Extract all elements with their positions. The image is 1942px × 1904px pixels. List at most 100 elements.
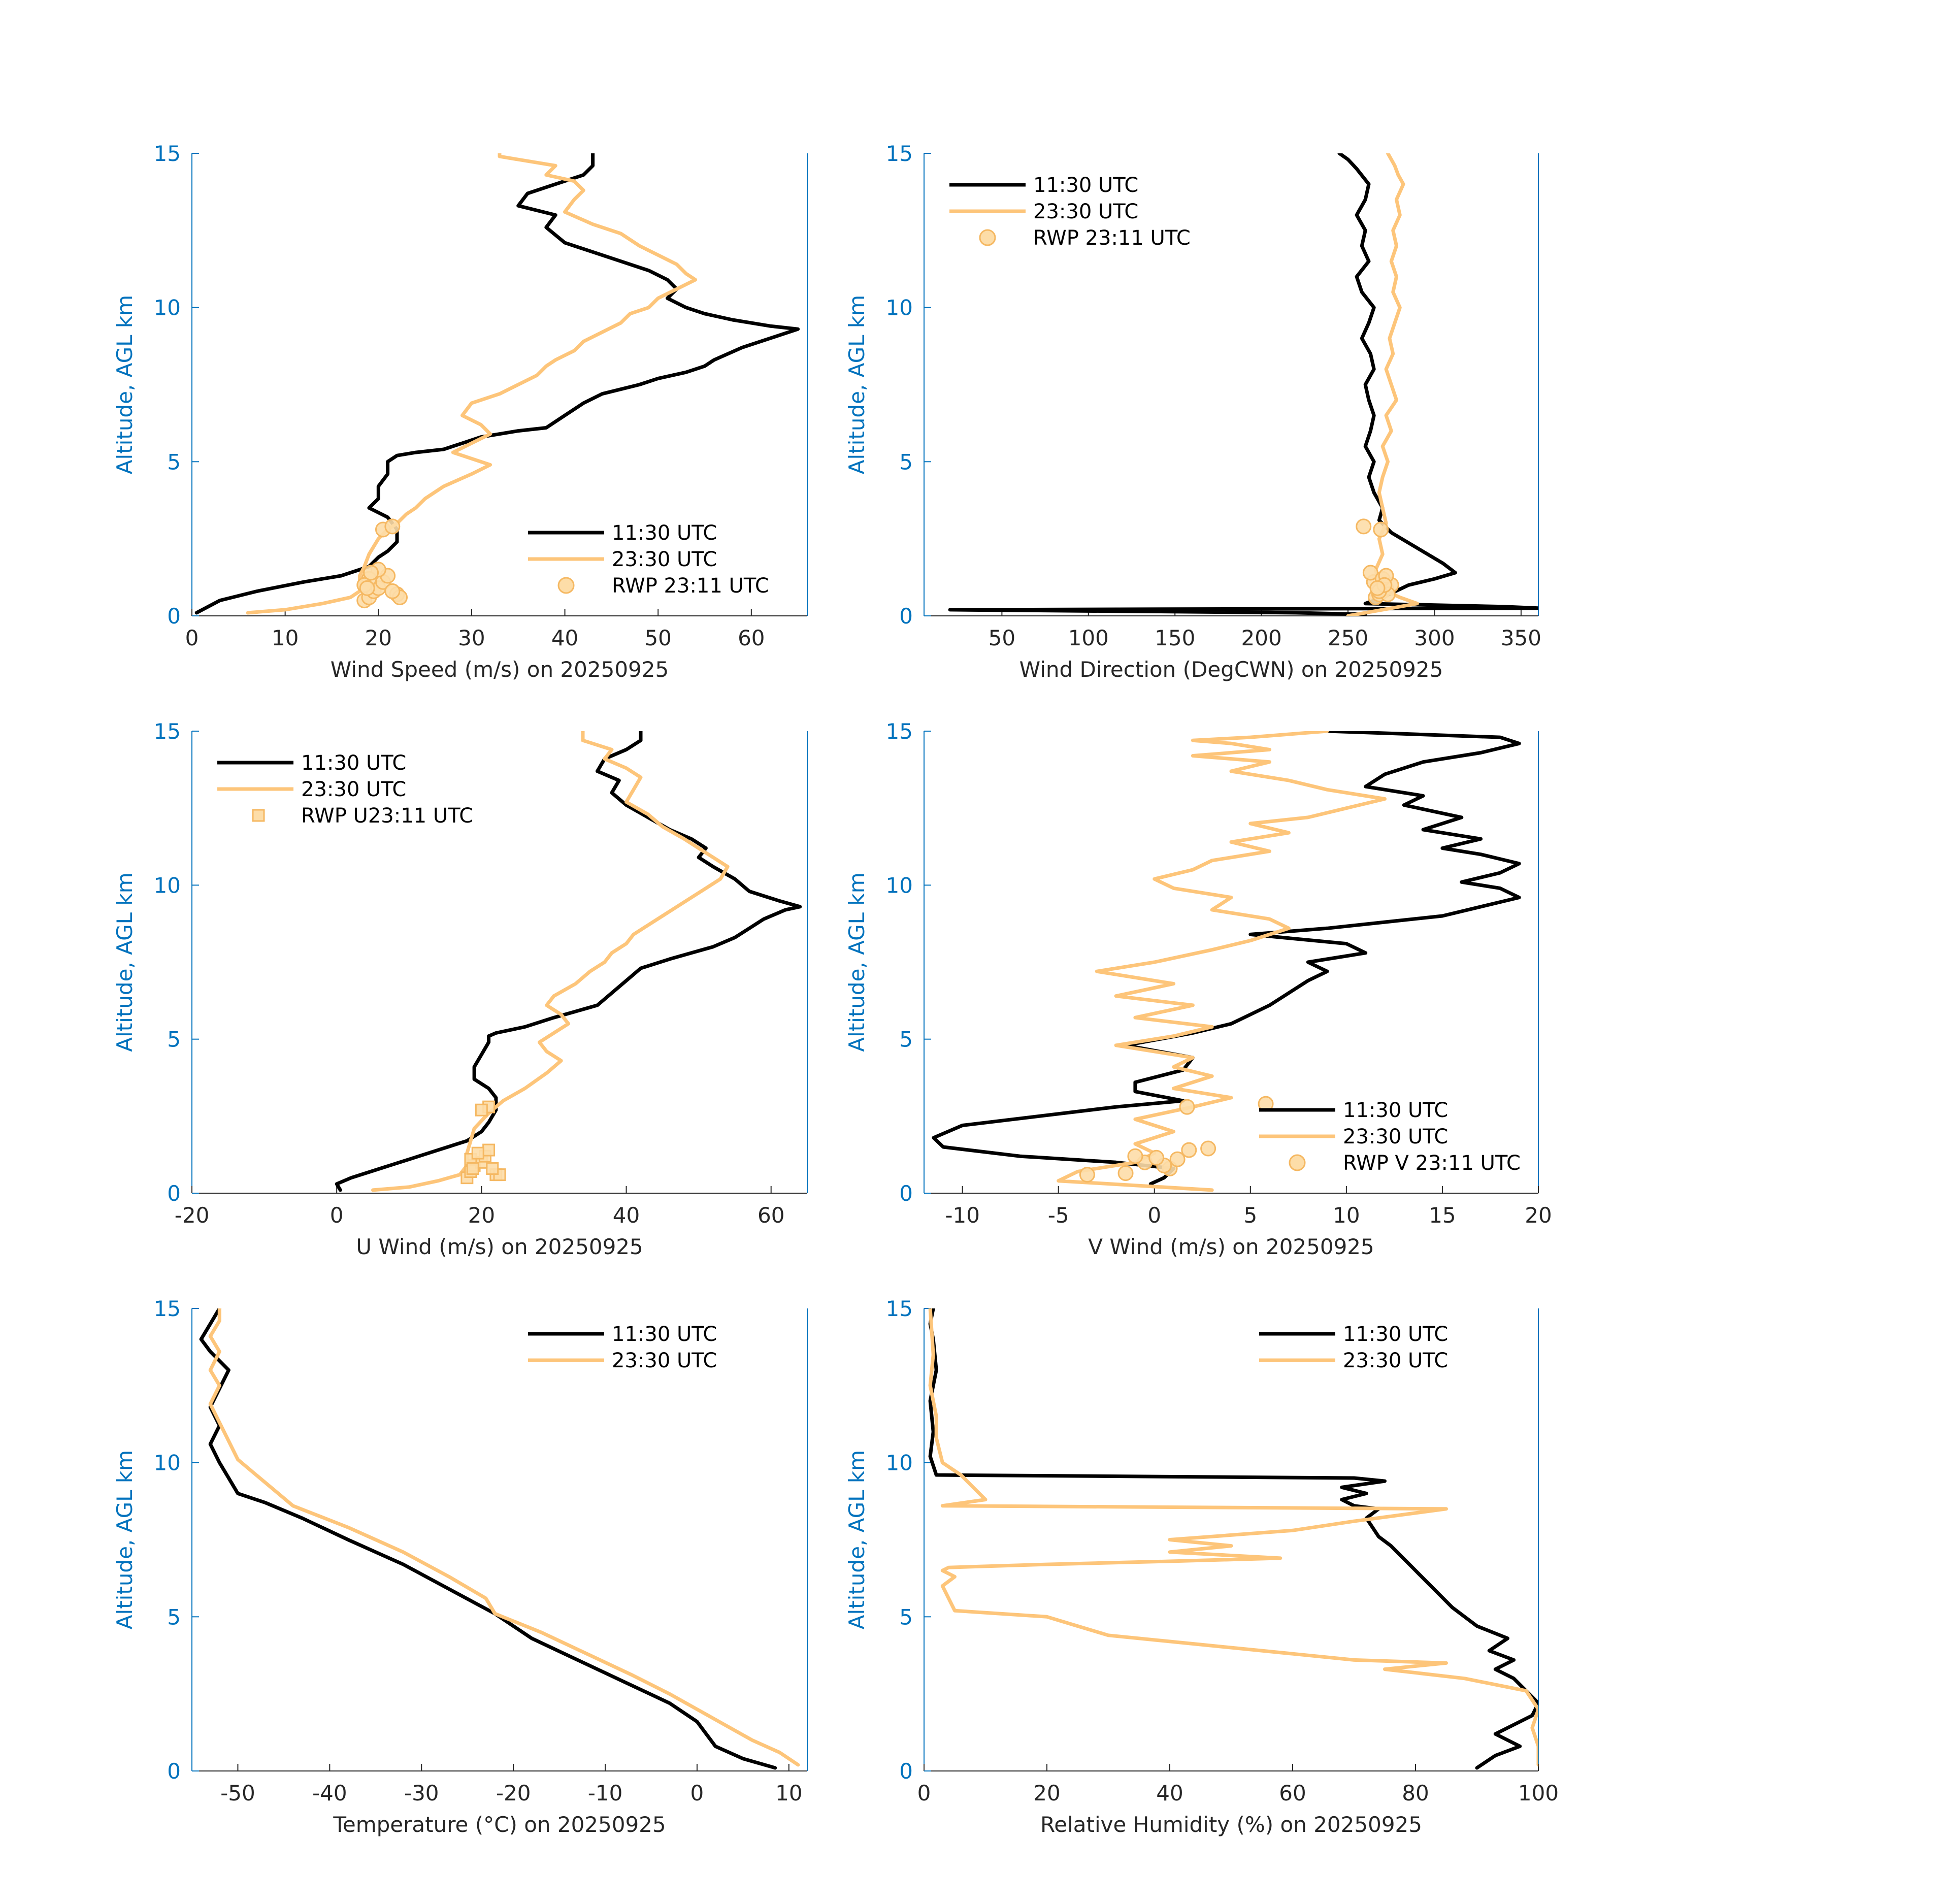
rwp-marker: [1200, 1140, 1216, 1157]
chart-panel-v-wind: -10 -5 0 5 10 15 20 0 5 10 15 V Wind (m/s) on 20250…: [844, 719, 1552, 1259]
legend-swatch: [979, 229, 996, 246]
rwp-marker: [1369, 580, 1386, 596]
rwp-marker: [363, 565, 379, 581]
legend-label: RWP U23:11 UTC: [301, 804, 473, 828]
y-tick-label: 15: [886, 719, 913, 744]
series-line-series_2330: [1057, 731, 1387, 1192]
y-axis-label: Altitude, AGL km: [844, 872, 869, 1052]
y-tick-label: 0: [899, 604, 913, 629]
y-tick-label: 15: [154, 1296, 181, 1321]
x-tick-label: -20: [175, 1203, 210, 1228]
x-tick-label: 0: [917, 1781, 931, 1805]
rwp-marker: [1169, 1151, 1186, 1167]
legend-label: 23:30 UTC: [1343, 1349, 1448, 1372]
x-tick-label: 20: [365, 626, 392, 650]
legend-swatch: [1289, 1154, 1306, 1171]
x-tick-label: 100: [1518, 1781, 1559, 1805]
rwp-marker: [1127, 1148, 1143, 1164]
rwp-marker: [471, 1146, 484, 1160]
rwp-marker: [1362, 565, 1378, 581]
x-tick-label: -5: [1048, 1203, 1069, 1228]
legend-label: 11:30 UTC: [1343, 1099, 1448, 1122]
plot-area: [932, 731, 1521, 1192]
legend-label: RWP 23:11 UTC: [1033, 226, 1191, 250]
chart-panel-temperature: -50 -40 -30 -20 -10 0 10 0 5 10 15 Temperature (°C)…: [112, 1296, 808, 1837]
y-tick-label: 10: [154, 296, 181, 320]
y-tick-label: 5: [167, 1027, 181, 1052]
x-tick-label: 50: [644, 626, 671, 650]
legend-label: RWP 23:11 UTC: [612, 574, 769, 598]
rwp-marker: [1181, 1142, 1197, 1158]
x-tick-label: -50: [220, 1781, 255, 1805]
y-tick-label: 15: [886, 1296, 913, 1321]
x-tick-label: 100: [1068, 626, 1109, 650]
rwp-marker: [1148, 1150, 1165, 1166]
rwp-marker: [384, 518, 401, 535]
x-tick-label: 150: [1155, 626, 1195, 650]
x-axis-label: Relative Humidity (%) on 20250925: [1040, 1812, 1422, 1837]
rwp-marker: [486, 1162, 499, 1175]
rwp-marker: [1373, 521, 1389, 538]
x-axis-label: Temperature (°C) on 20250925: [333, 1812, 666, 1837]
y-tick-label: 10: [154, 1451, 181, 1475]
y-tick-label: 0: [167, 1181, 181, 1206]
plot-area: [199, 1308, 800, 1770]
legend-label: 23:30 UTC: [1343, 1125, 1448, 1148]
x-axis-label: Wind Direction (DegCWN) on 20250925: [1019, 657, 1443, 682]
series-line-series_2330: [208, 1308, 800, 1767]
x-axis-label: U Wind (m/s) on 20250925: [356, 1234, 643, 1259]
y-axis-label: Altitude, AGL km: [112, 295, 137, 474]
x-tick-label: 200: [1241, 626, 1282, 650]
legend-swatch: [252, 809, 265, 822]
y-tick-label: 10: [886, 296, 913, 320]
x-tick-label: 20: [1033, 1781, 1060, 1805]
y-tick-label: 5: [899, 449, 913, 474]
chart-panel-relative-humidity: 0 20 40 60 80 100 0 5 10 15 Relative Humidity (%) …: [844, 1296, 1559, 1837]
y-axis-label: Altitude, AGL km: [844, 1450, 869, 1629]
y-tick-label: 15: [886, 141, 913, 166]
legend: 11:30 UTC 23:30 UTC RWP U23:11 UTC: [217, 751, 473, 828]
x-tick-label: 0: [690, 1781, 704, 1805]
chart-panel-wind-direction: 50 100 150 200 250 300 350 0 5 10 15 Wind Direction…: [844, 141, 1541, 682]
series-line-series_1130: [932, 731, 1521, 1186]
x-tick-label: 40: [551, 626, 578, 650]
x-tick-label: 250: [1328, 626, 1368, 650]
x-axis-label: V Wind (m/s) on 20250925: [1088, 1234, 1374, 1259]
x-tick-label: -30: [404, 1781, 439, 1805]
legend-label: 11:30 UTC: [1033, 174, 1138, 197]
x-tick-label: 0: [1147, 1203, 1161, 1228]
legend-label: 11:30 UTC: [1343, 1323, 1448, 1346]
legend-swatch: [557, 577, 575, 594]
y-tick-label: 5: [167, 449, 181, 474]
x-tick-label: 20: [1525, 1203, 1552, 1228]
plot-area: [948, 153, 1538, 616]
legend-label: 23:30 UTC: [301, 778, 406, 801]
plot-area: [335, 731, 802, 1192]
y-axis-label: Altitude, AGL km: [844, 295, 869, 474]
rwp-marker: [384, 583, 401, 599]
legend-label: 23:30 UTC: [612, 1349, 717, 1372]
series-line-series_2330: [246, 153, 698, 615]
x-tick-label: 60: [738, 626, 765, 650]
y-tick-label: 5: [899, 1604, 913, 1629]
legend-label: 11:30 UTC: [301, 751, 406, 775]
rwp-marker: [359, 580, 375, 596]
chart-panel-wind-speed: 0 10 20 30 40 50 60 0 5 10 15 Wind Speed (m/s) on 2…: [112, 141, 808, 682]
rwp-marker: [1356, 518, 1372, 535]
y-tick-label: 0: [167, 1759, 181, 1784]
x-tick-label: 10: [1333, 1203, 1360, 1228]
legend-label: 23:30 UTC: [612, 548, 717, 571]
x-tick-label: 80: [1402, 1781, 1429, 1805]
y-axis-label: Altitude, AGL km: [112, 1450, 137, 1629]
y-axis-label: Altitude, AGL km: [112, 872, 137, 1052]
legend: 11:30 UTC 23:30 UTC RWP 23:11 UTC: [949, 174, 1191, 250]
x-tick-label: -10: [588, 1781, 623, 1805]
x-tick-label: 50: [989, 626, 1015, 650]
rwp-marker: [482, 1143, 496, 1157]
x-tick-label: -20: [496, 1781, 531, 1805]
rwp-marker: [1117, 1165, 1134, 1181]
x-tick-label: 5: [1243, 1203, 1257, 1228]
x-tick-label: 350: [1501, 626, 1541, 650]
